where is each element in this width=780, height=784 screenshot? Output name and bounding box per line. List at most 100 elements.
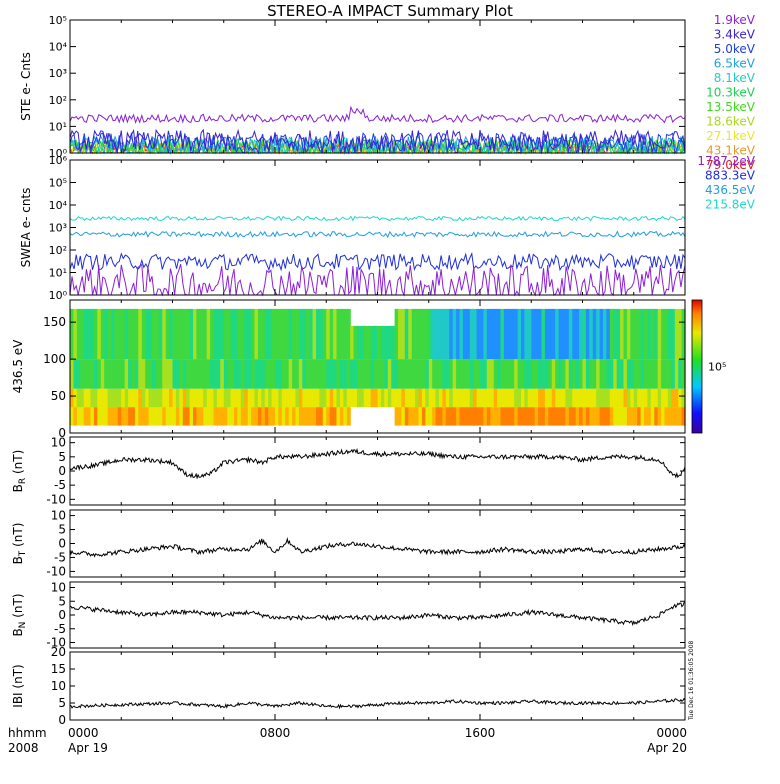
- heatmap-cell: [507, 359, 512, 389]
- heatmap-cell: [206, 388, 211, 408]
- heatmap-cell: [654, 308, 659, 360]
- heatmap-cell: [640, 388, 645, 408]
- ste-legend-entry: 3.4keV: [714, 28, 756, 42]
- heatmap-cell: [462, 388, 467, 408]
- heatmap-cell: [548, 359, 553, 389]
- heatmap-cell: [657, 388, 662, 408]
- heatmap-cell: [97, 308, 102, 360]
- heatmap-cell: [380, 388, 385, 408]
- heatmap-cell: [439, 388, 443, 408]
- heatmap-cell: [261, 308, 266, 360]
- heatmap-cell: [671, 388, 676, 408]
- heatmap-cell: [210, 407, 215, 426]
- heatmap-cell: [141, 407, 146, 426]
- heatmap-cell: [339, 407, 344, 426]
- heatmap-cell: [493, 407, 498, 426]
- bn-series-line: [69, 602, 685, 627]
- heatmap-cell: [155, 388, 160, 408]
- heatmap-cell: [333, 407, 338, 426]
- heatmap-cell: [462, 308, 467, 360]
- heatmap-cell: [70, 407, 74, 426]
- heatmap-cell: [333, 308, 338, 360]
- ste-ytick-label: 10⁰: [49, 147, 68, 160]
- heatmap-cell: [514, 308, 519, 360]
- heatmap-cell: [216, 359, 221, 389]
- heatmap-cell: [196, 359, 201, 389]
- bmag-ylabel-unit: (nT): [11, 664, 25, 692]
- heatmap-cell: [562, 388, 566, 408]
- heatmap-cell: [73, 308, 78, 360]
- heatmap-cell: [606, 308, 611, 360]
- heatmap-cell: [483, 407, 488, 426]
- heatmap-cell: [609, 359, 614, 389]
- heatmap-cell: [93, 308, 98, 360]
- heatmap-cell: [538, 308, 543, 360]
- br-ytick-label: 5: [58, 450, 66, 464]
- bt-ytick-label: 5: [58, 523, 66, 537]
- heatmap-cell: [292, 407, 297, 426]
- heatmap-cell: [346, 308, 351, 360]
- time-tick-label: 1600: [465, 726, 496, 740]
- ste-legend-entry: 13.5keV: [706, 100, 756, 114]
- heatmap-cell: [257, 308, 262, 360]
- heatmap-cell: [316, 388, 320, 408]
- heatmap-cell: [285, 359, 290, 389]
- heatmap-cell: [128, 388, 133, 408]
- heatmap-cell: [623, 407, 628, 426]
- heatmap-cell: [637, 388, 642, 408]
- heatmap-cell: [664, 388, 669, 408]
- heatmap-cell: [111, 359, 115, 389]
- heatmap-cell: [562, 407, 566, 426]
- heatmap-cell: [370, 388, 375, 408]
- heatmap-cell: [312, 359, 317, 389]
- heatmap-cell: [623, 388, 628, 408]
- heatmap-cell: [100, 308, 105, 360]
- heatmap-cell: [661, 388, 666, 408]
- heatmap-cell: [654, 388, 659, 408]
- heatmap-cell: [247, 388, 252, 408]
- heatmap-cell: [182, 407, 187, 426]
- heatmap-cell: [483, 308, 488, 360]
- heatmap-cell: [281, 359, 286, 389]
- heatmap-cell: [500, 359, 505, 389]
- heatmap-cell: [203, 308, 208, 360]
- heatmap-cell: [268, 308, 273, 360]
- heatmap-cell: [456, 407, 461, 426]
- heatmap-cell: [319, 407, 324, 426]
- heatmap-cell: [357, 388, 361, 408]
- time-tick-label: 0000: [68, 726, 99, 740]
- heatmap-cell: [251, 388, 256, 408]
- heatmap-cell: [305, 359, 310, 389]
- heatmap-cell: [234, 359, 238, 389]
- heatmap-cell: [155, 308, 160, 360]
- heatmap-cell: [435, 407, 440, 426]
- heatmap-cell: [667, 359, 672, 389]
- swea-ytick-label: 10⁵: [49, 177, 67, 190]
- heatmap-cell: [278, 388, 283, 408]
- heatmap-cell: [514, 359, 519, 389]
- heatmap-cell: [476, 388, 481, 408]
- heatmap-cell: [616, 388, 621, 408]
- heatmap-cell: [514, 388, 519, 408]
- heatmap-cell: [114, 359, 119, 389]
- heatmap-cell: [271, 359, 276, 389]
- heatmap-cell: [196, 407, 201, 426]
- heatmap-cell: [97, 388, 102, 408]
- heatmap-cell: [261, 388, 266, 408]
- heatmap-cell: [240, 407, 245, 426]
- heatmap-cell: [169, 308, 174, 360]
- colorbar-label: 10⁵: [708, 361, 726, 374]
- heatmap-cell: [493, 308, 498, 360]
- heatmap-cell: [264, 308, 269, 360]
- heatmap-cell: [589, 308, 594, 360]
- heatmap-cell: [445, 388, 450, 408]
- heatmap-cell: [165, 407, 170, 426]
- heatmap-cell: [647, 359, 652, 389]
- heatmap-cell: [654, 359, 659, 389]
- heatmap-cell: [442, 407, 447, 426]
- heatmap-cell: [80, 359, 85, 389]
- heatmap-cell: [551, 407, 556, 426]
- ste-legend-entry: 6.5keV: [714, 57, 756, 71]
- heatmap-cell: [380, 359, 385, 389]
- heatmap-cell: [138, 388, 143, 408]
